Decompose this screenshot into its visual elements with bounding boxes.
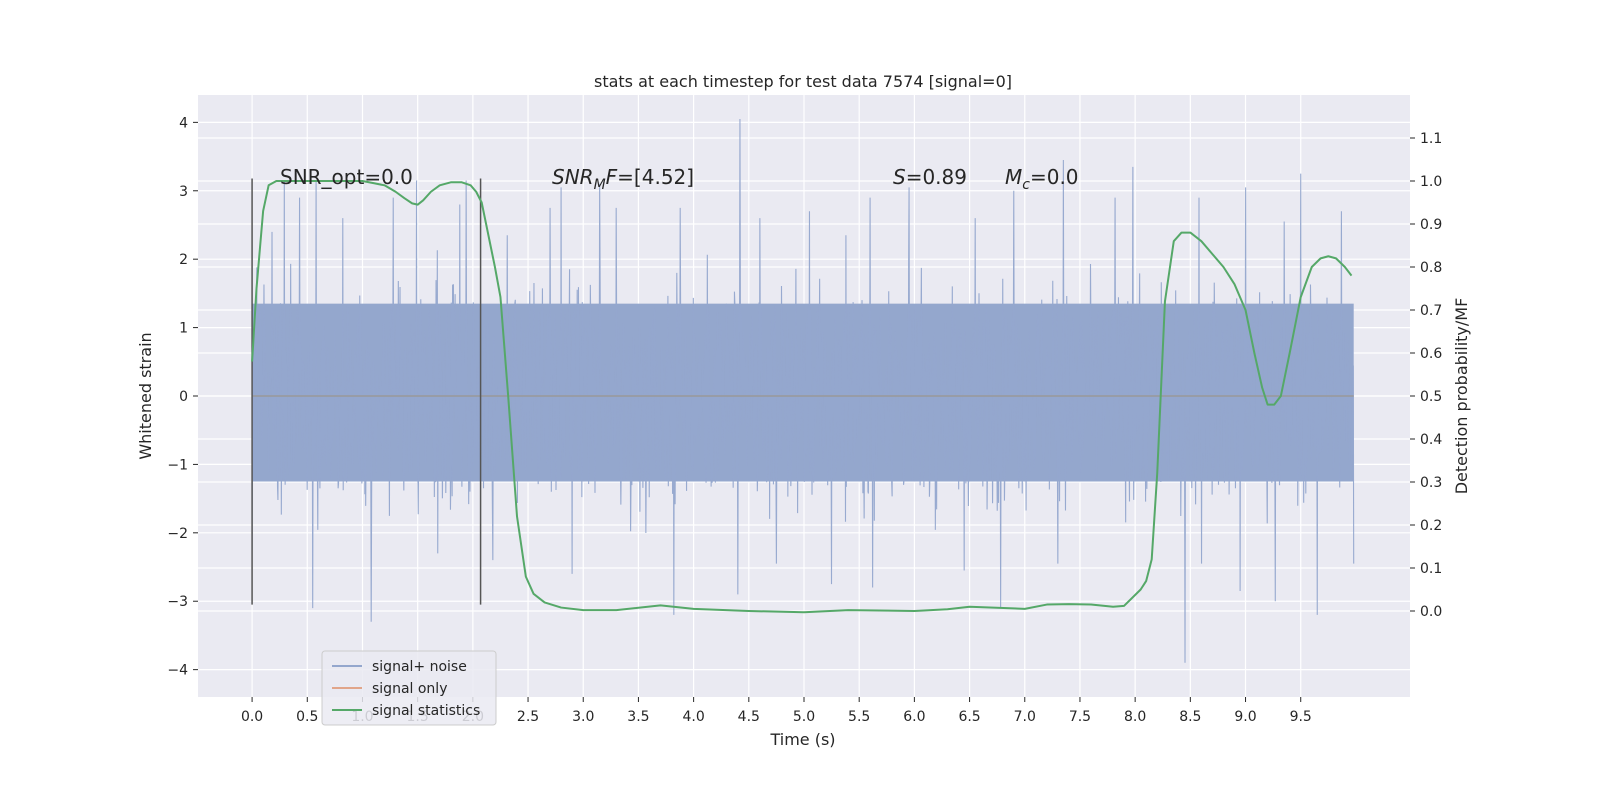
y-left-tick-label: 3 (179, 184, 188, 200)
y-left-tick-label: −2 (167, 526, 188, 542)
legend-label: signal only (372, 681, 447, 697)
annotation-mc-subscript: c (1022, 177, 1030, 193)
x-axis-label: Time (s) (769, 730, 835, 749)
legend-label: signal+ noise (372, 659, 467, 675)
legend-label: signal statistics (372, 703, 480, 719)
x-tick-label: 3.0 (572, 709, 594, 725)
window-markers (251, 178, 482, 605)
annotation-s: S=0.89 (893, 165, 967, 189)
annotation-s-italic: S (893, 165, 906, 189)
y-right-tick-label: 0.1 (1420, 561, 1442, 577)
annotation-snr-mf-main: SNR (552, 165, 594, 189)
legend-box (321, 650, 497, 726)
x-tick-label: 9.5 (1290, 709, 1312, 725)
x-tick-label: 6.5 (958, 709, 980, 725)
x-tick-label: 7.0 (1014, 709, 1036, 725)
y-right-tick-label: 0.4 (1420, 432, 1442, 448)
y-right-tick-label: 0.9 (1420, 217, 1442, 233)
y-left-tick-label: −1 (167, 457, 188, 473)
y-right-tick-label: 0.7 (1420, 303, 1442, 319)
y-left-tick-label: 1 (179, 321, 188, 337)
x-tick-label: 0.5 (296, 709, 318, 725)
y-right-tick-label: 0.3 (1420, 475, 1442, 491)
y-left-tick-label: 2 (179, 252, 188, 268)
x-tick-label: 6.0 (903, 709, 925, 725)
annotation-mc-main: M (1005, 165, 1022, 189)
x-tick-label: 9.0 (1234, 709, 1256, 725)
signal-statistics-trace (251, 180, 1353, 614)
signal-statistics-line (251, 180, 1353, 614)
x-tick-label: 8.0 (1124, 709, 1146, 725)
annotation-snr-mf-subscript: M (594, 177, 606, 193)
legend: signal+ noise signal only signal statistic… (321, 650, 497, 726)
x-tick-label: 4.0 (682, 709, 704, 725)
y-right-tick-label: 1.1 (1420, 131, 1442, 147)
annotation-snr-mf-f: F (606, 165, 618, 189)
annotation-mc: Mc=0.0 (1005, 165, 1079, 193)
y-left-axis-label: Whitened strain (136, 332, 155, 459)
y-right-tick-label: 0.6 (1420, 346, 1442, 362)
x-tick-label: 5.5 (848, 709, 870, 725)
y-right-tick-label: 0.5 (1420, 389, 1442, 405)
y-right-tick-label: 1.0 (1420, 174, 1442, 190)
x-tick-label: 4.5 (738, 709, 760, 725)
y-left-axis-ticks: −4 −3 −2 −1 0 1 2 3 4 (167, 115, 198, 679)
x-tick-label: 2.5 (517, 709, 539, 725)
y-right-tick-label: 0.2 (1420, 518, 1442, 534)
annotation-mc-value: =0.0 (1030, 165, 1079, 189)
y-right-tick-label: 0.8 (1420, 260, 1442, 276)
x-tick-label: 5.0 (793, 709, 815, 725)
y-left-tick-label: 4 (179, 115, 188, 131)
x-tick-label: 8.5 (1179, 709, 1201, 725)
annotation-s-value: =0.89 (906, 165, 967, 189)
chart-title: stats at each timestep for test data 757… (594, 72, 1012, 91)
y-left-tick-label: −3 (167, 594, 188, 610)
signal-plus-noise-line (251, 118, 1355, 663)
annotation-snr-opt: SNR_opt=0.0 (280, 165, 413, 189)
y-right-tick-label: 0.0 (1420, 604, 1442, 620)
y-left-tick-label: −4 (167, 663, 188, 679)
annotation-snr-mf: SNRMF=[4.52] (552, 165, 694, 193)
y-right-axis-label: Detection probability/MF (1452, 298, 1471, 495)
y-right-axis-ticks: 0.0 0.1 0.2 0.3 0.4 0.5 0.6 0.7 0.8 0.9 1.0 1.1 (1410, 131, 1442, 620)
x-tick-label: 7.5 (1069, 709, 1091, 725)
annotation-snr-mf-value: F=[4.52] (606, 165, 694, 189)
x-tick-label: 3.5 (627, 709, 649, 725)
x-tick-label: 0.0 (241, 709, 263, 725)
annotation-snr-mf-bracket-value: =[4.52] (617, 165, 694, 189)
signal-plus-noise-trace (251, 118, 1355, 663)
y-left-tick-label: 0 (179, 389, 188, 405)
